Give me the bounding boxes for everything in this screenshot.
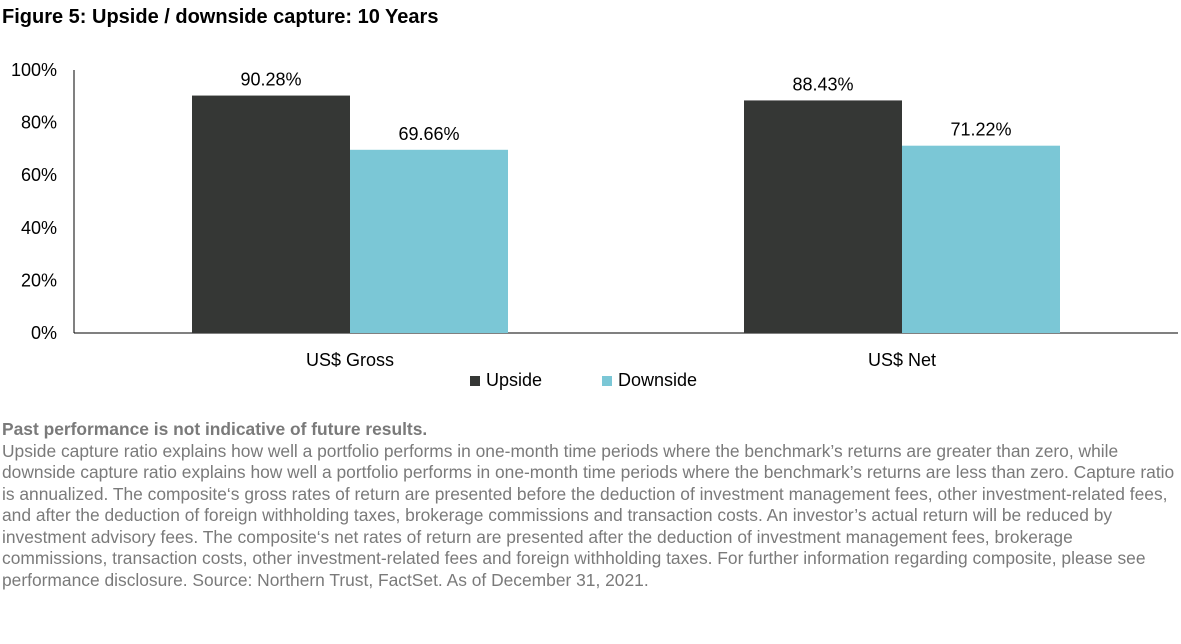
legend-swatch-upside xyxy=(470,375,480,386)
legend-swatch-downside xyxy=(602,375,613,386)
x-tick-label: US$ Net xyxy=(868,350,936,370)
data-label: 90.28% xyxy=(240,70,301,90)
legend-label-upside: Upside xyxy=(486,370,543,390)
legend: Upside Downside xyxy=(470,370,697,391)
y-tick-label: 80% xyxy=(21,113,57,133)
data-label: 71.22% xyxy=(950,120,1011,140)
bar-chart: 0% 20% 40% 60% 80% 100% 90.28% 69.66% US$ Gross 8… xyxy=(11,60,1178,370)
y-tick-label: 20% xyxy=(21,270,57,290)
y-tick-label: 0% xyxy=(31,323,57,343)
legend-item-upside: Upside xyxy=(470,370,542,391)
disclaimer-heading: Past performance is not indicative of fu… xyxy=(2,419,428,439)
chart-title: Figure 5: Upside / downside capture: 10 … xyxy=(2,6,439,28)
legend-label-downside: Downside xyxy=(618,370,698,390)
bar-upside xyxy=(192,95,350,333)
bar-downside xyxy=(902,145,1060,333)
x-tick-label: US$ Gross xyxy=(306,350,394,370)
footnote-text: Upside capture ratio explains how well a… xyxy=(2,440,1175,590)
footnote: Past performance is not indicative of fu… xyxy=(2,419,1180,591)
bar-upside xyxy=(744,100,902,333)
legend-item-downside: Downside xyxy=(602,370,697,391)
bar-downside xyxy=(350,149,508,333)
y-tick-label: 60% xyxy=(21,165,57,185)
data-label: 69.66% xyxy=(398,124,459,144)
y-tick-label: 40% xyxy=(21,218,57,238)
y-tick-label: 100% xyxy=(11,60,57,80)
data-label: 88.43% xyxy=(792,74,853,94)
